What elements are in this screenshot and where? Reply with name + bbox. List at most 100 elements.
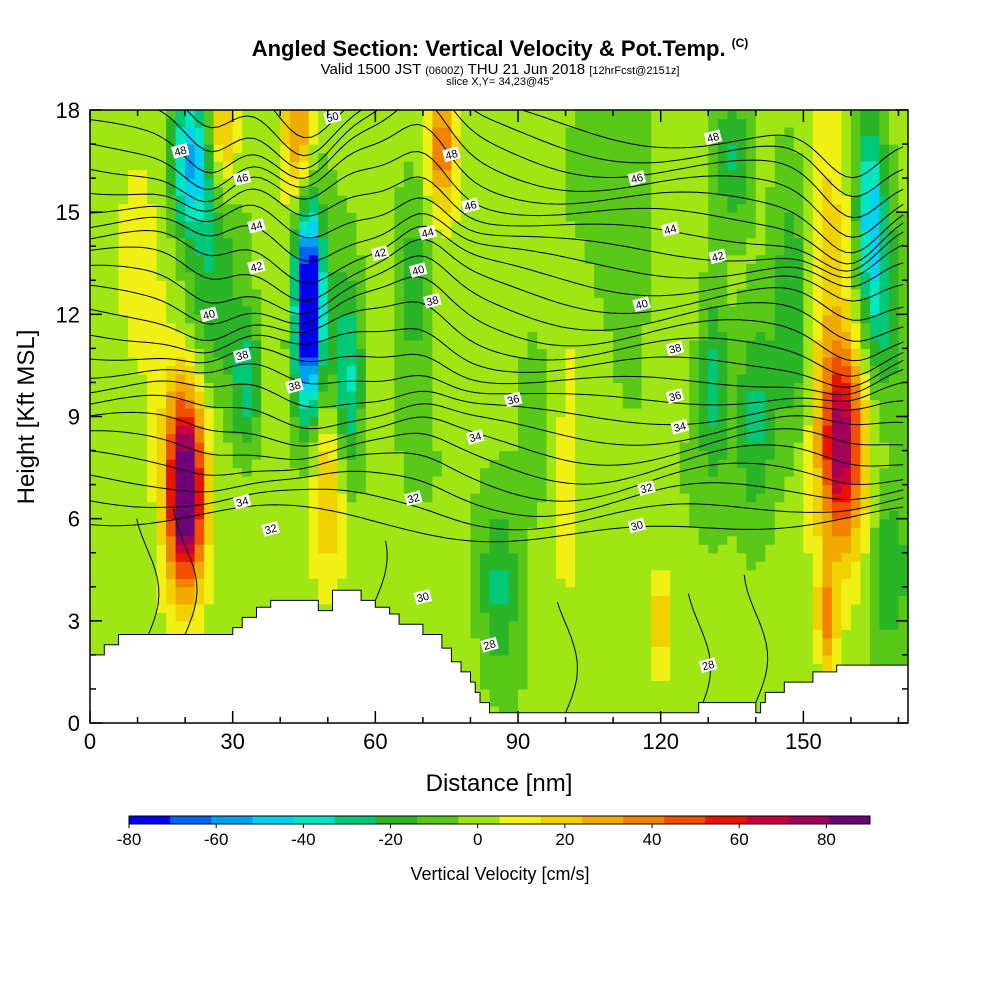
velocity-cell xyxy=(432,237,443,247)
velocity-cell xyxy=(175,442,186,452)
velocity-cell xyxy=(166,297,177,307)
velocity-cell xyxy=(289,305,300,315)
velocity-cell xyxy=(508,578,519,588)
velocity-cell xyxy=(641,680,652,690)
velocity-cell xyxy=(413,271,424,281)
velocity-cell xyxy=(670,527,681,537)
velocity-cell xyxy=(175,612,186,622)
velocity-cell xyxy=(375,195,386,205)
velocity-cell xyxy=(632,501,643,511)
velocity-cell xyxy=(289,425,300,435)
velocity-cell xyxy=(375,569,386,579)
velocity-cell xyxy=(375,356,386,367)
velocity-cell xyxy=(261,476,272,486)
velocity-cell xyxy=(641,373,652,384)
velocity-cell xyxy=(708,110,719,120)
velocity-cell xyxy=(99,416,110,426)
velocity-cell xyxy=(156,450,167,460)
velocity-cell xyxy=(670,297,681,307)
velocity-cell xyxy=(717,118,728,128)
velocity-cell xyxy=(346,280,357,290)
velocity-cell xyxy=(736,203,747,213)
velocity-cell xyxy=(527,178,538,188)
velocity-cell xyxy=(736,127,747,137)
velocity-cell xyxy=(185,433,196,443)
velocity-cell xyxy=(537,688,548,699)
velocity-cell xyxy=(537,671,548,682)
velocity-cell xyxy=(375,416,386,426)
velocity-cell xyxy=(460,569,472,579)
velocity-cell xyxy=(166,603,177,613)
velocity-cell xyxy=(194,569,205,579)
velocity-cell xyxy=(641,544,652,554)
velocity-cell xyxy=(479,425,491,435)
velocity-cell xyxy=(556,697,567,707)
velocity-cell xyxy=(175,586,186,596)
velocity-cell xyxy=(232,399,243,409)
velocity-cell xyxy=(527,697,538,707)
velocity-cell xyxy=(679,237,690,247)
velocity-cell xyxy=(251,229,262,239)
velocity-cell xyxy=(518,705,529,716)
velocity-cell xyxy=(384,450,395,460)
velocity-cell xyxy=(594,450,605,460)
velocity-cell xyxy=(308,297,319,307)
velocity-cell xyxy=(698,654,709,664)
velocity-cell xyxy=(375,288,386,298)
velocity-cell xyxy=(499,271,510,281)
velocity-cell xyxy=(346,322,357,332)
velocity-cell xyxy=(679,603,690,613)
velocity-cell xyxy=(175,365,186,375)
velocity-cell xyxy=(689,544,700,554)
velocity-cell xyxy=(365,331,376,341)
velocity-cell xyxy=(280,186,291,196)
velocity-cell xyxy=(327,144,338,154)
velocity-cell xyxy=(584,629,595,639)
velocity-cell xyxy=(727,348,738,358)
velocity-cell xyxy=(641,510,652,520)
velocity-cell xyxy=(270,331,281,341)
velocity-cell xyxy=(270,407,281,418)
velocity-cell xyxy=(594,433,605,443)
velocity-cell xyxy=(584,195,595,205)
velocity-cell xyxy=(147,322,158,332)
velocity-cell xyxy=(603,493,614,503)
velocity-cell xyxy=(451,646,462,656)
velocity-cell xyxy=(575,552,586,562)
velocity-cell xyxy=(175,373,186,384)
velocity-cell xyxy=(109,305,120,315)
velocity-cell xyxy=(432,552,443,562)
velocity-cell xyxy=(118,373,129,384)
velocity-cell xyxy=(223,518,234,528)
velocity-cell xyxy=(365,433,376,443)
velocity-cell xyxy=(99,280,110,290)
velocity-cell xyxy=(337,195,348,205)
velocity-cell xyxy=(185,390,196,401)
velocity-cell xyxy=(365,297,376,307)
velocity-cell xyxy=(641,390,652,401)
velocity-cell xyxy=(622,680,633,690)
velocity-cell xyxy=(594,544,605,554)
velocity-cell xyxy=(308,135,319,145)
velocity-cell xyxy=(280,178,291,188)
velocity-cell xyxy=(185,476,196,486)
velocity-cell xyxy=(394,322,405,332)
velocity-cell xyxy=(156,620,167,630)
velocity-cell xyxy=(441,586,453,596)
velocity-cell xyxy=(280,373,291,384)
velocity-cell xyxy=(251,339,262,349)
velocity-cell xyxy=(717,339,728,349)
velocity-cell xyxy=(594,365,605,375)
velocity-cell xyxy=(727,646,738,656)
velocity-cell xyxy=(337,237,348,247)
velocity-cell xyxy=(451,544,462,554)
velocity-cell xyxy=(584,595,595,605)
velocity-cell xyxy=(508,595,519,605)
velocity-cell xyxy=(441,450,453,460)
velocity-cell xyxy=(594,688,605,699)
velocity-cell xyxy=(365,263,376,273)
velocity-cell xyxy=(213,229,224,239)
velocity-cell xyxy=(575,654,586,664)
velocity-cell xyxy=(518,561,529,571)
velocity-cell xyxy=(318,110,329,120)
